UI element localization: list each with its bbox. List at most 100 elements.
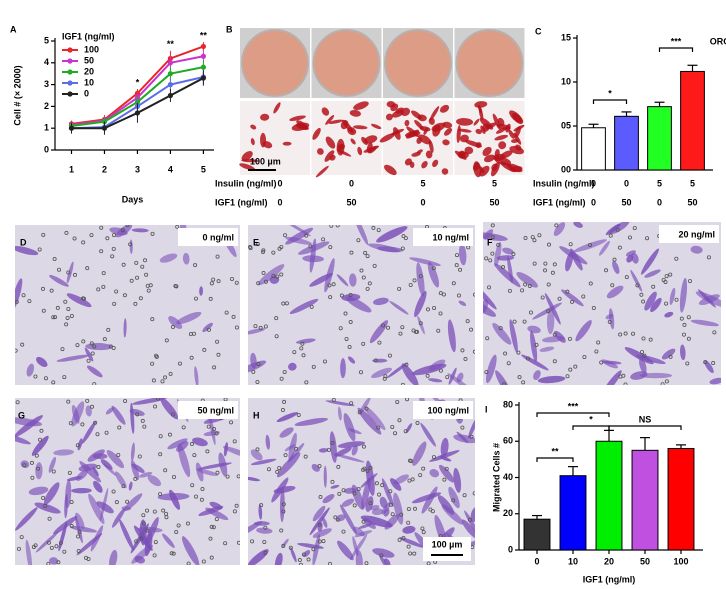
- pore: [528, 310, 533, 315]
- pore: [557, 296, 562, 301]
- label-box: [178, 228, 238, 246]
- lipid-cell: [456, 118, 474, 126]
- pore: [503, 351, 508, 356]
- pore: [304, 233, 309, 238]
- pore: [30, 475, 35, 480]
- cell: [325, 400, 355, 407]
- pore: [200, 487, 205, 492]
- pore: [365, 286, 370, 291]
- pore: [263, 279, 268, 284]
- pore: [53, 315, 58, 320]
- pore: [106, 327, 111, 332]
- pore: [281, 543, 286, 548]
- cell: [507, 256, 513, 284]
- pore: [368, 501, 373, 506]
- cell: [353, 526, 365, 537]
- lipid-cell: [440, 104, 450, 113]
- cell: [100, 459, 113, 470]
- pore: [86, 358, 91, 363]
- cell: [103, 463, 117, 477]
- pore: [185, 521, 190, 526]
- pore: [128, 242, 133, 247]
- cell: [202, 322, 213, 333]
- pore: [397, 418, 402, 423]
- pore: [281, 502, 286, 507]
- pore: [41, 496, 46, 501]
- pore: [664, 274, 669, 279]
- lipid-cell: [385, 113, 393, 121]
- cell: [516, 271, 538, 288]
- cell: [195, 462, 204, 482]
- pore: [414, 329, 419, 334]
- point: [134, 110, 141, 116]
- cell: [630, 269, 643, 292]
- lipid-cell: [456, 125, 461, 143]
- pore: [116, 453, 121, 458]
- pore: [703, 360, 708, 365]
- pore: [133, 301, 138, 306]
- label-box: [413, 401, 473, 419]
- pore: [517, 375, 522, 380]
- micrograph-label: 50 ng/ml: [197, 405, 234, 415]
- cell: [279, 427, 294, 438]
- cell: [612, 260, 620, 274]
- pore: [512, 319, 517, 324]
- lipid-cell: [400, 107, 411, 117]
- pore: [502, 382, 507, 385]
- cell: [324, 258, 335, 293]
- pore: [51, 315, 56, 320]
- lipid-cell: [324, 150, 335, 162]
- pore: [623, 382, 628, 385]
- pore: [284, 301, 289, 306]
- legend-title: IGF1 (ng/ml): [62, 31, 115, 41]
- panel-letter: D: [20, 237, 27, 247]
- pore: [341, 529, 346, 534]
- pore: [521, 380, 526, 385]
- panel-letter: F: [487, 237, 493, 247]
- pore: [193, 263, 198, 268]
- cell: [309, 507, 330, 536]
- pore: [431, 455, 436, 460]
- bar: [614, 115, 639, 171]
- point: [200, 75, 207, 81]
- annotation: *: [589, 414, 593, 424]
- cell: [49, 274, 69, 287]
- pore: [458, 267, 463, 272]
- pore: [63, 299, 68, 304]
- pore: [336, 464, 341, 469]
- scale-bar-label: 100 µm: [432, 539, 463, 549]
- pore: [111, 246, 116, 251]
- pore: [356, 238, 361, 243]
- cell: [276, 412, 299, 423]
- pore: [664, 301, 669, 306]
- cell: [402, 525, 416, 534]
- bar: [523, 518, 551, 551]
- lipid-cell: [444, 128, 453, 136]
- cell: [90, 525, 104, 552]
- cell: [351, 445, 358, 456]
- panel-letter: E: [253, 237, 259, 247]
- pore: [300, 341, 305, 346]
- row-value: 0: [591, 178, 596, 188]
- pore: [520, 288, 525, 293]
- lipid-cell: [428, 117, 435, 125]
- lipid-cell: [432, 159, 439, 168]
- pore: [205, 449, 210, 454]
- cell: [401, 363, 419, 385]
- lipid-cell: [328, 119, 344, 124]
- cell: [377, 246, 404, 253]
- y-tick-label: 1: [44, 123, 49, 133]
- cell: [318, 448, 329, 453]
- pore: [141, 513, 146, 518]
- legend-marker: [67, 80, 73, 86]
- pore: [256, 281, 261, 286]
- pore: [250, 539, 255, 544]
- cell: [248, 476, 260, 482]
- pore: [460, 348, 465, 353]
- pore: [154, 353, 159, 358]
- pore: [362, 466, 367, 471]
- pore: [381, 323, 386, 328]
- cell: [639, 357, 647, 374]
- y-tick-label: 60: [503, 436, 513, 446]
- row-label: IGF1 (ng/ml): [215, 197, 268, 207]
